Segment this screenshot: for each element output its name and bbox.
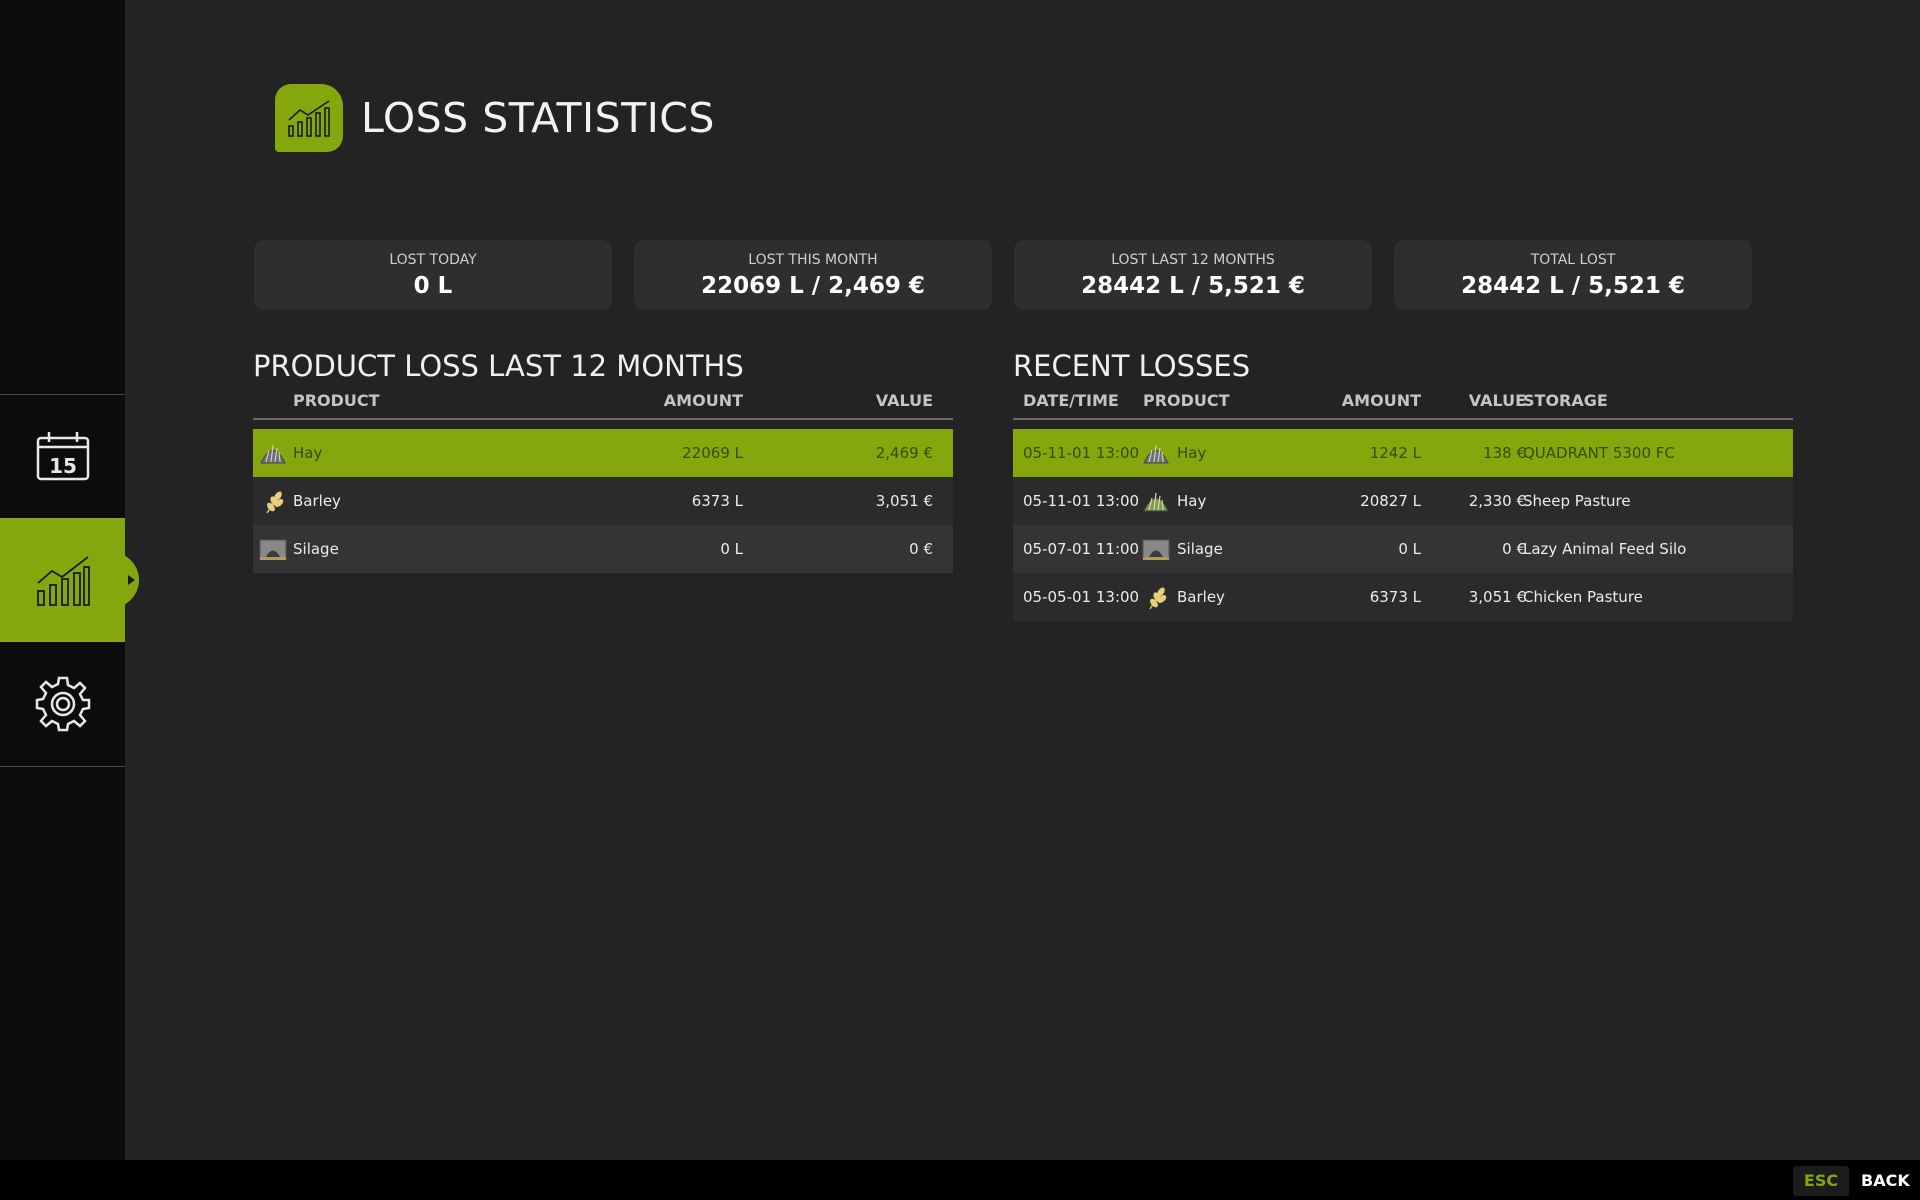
loss-product: Hay bbox=[1177, 492, 1207, 510]
loss-product: Silage bbox=[1177, 540, 1223, 558]
product-name: Hay bbox=[293, 444, 323, 462]
column-header-amount[interactable]: AMOUNT bbox=[663, 391, 743, 410]
table-row[interactable]: 05-05-01 13:00 Barley 6373 L 3,051 € Chi… bbox=[1013, 573, 1793, 621]
loss-product: Hay bbox=[1177, 444, 1207, 462]
loss-value: 0 € bbox=[1502, 540, 1526, 558]
table-row[interactable]: Hay 22069 L 2,469 € bbox=[253, 429, 953, 477]
loss-value: 138 € bbox=[1483, 444, 1526, 462]
calendar-day: 15 bbox=[49, 454, 77, 478]
table-row[interactable]: 05-11-01 13:00 Hay 1242 L 138 € QUADRANT… bbox=[1013, 429, 1793, 477]
loss-storage: Lazy Animal Feed Silo bbox=[1523, 540, 1687, 558]
footer-bar bbox=[0, 1160, 1920, 1200]
product-amount: 0 L bbox=[720, 540, 743, 558]
page-title-icon bbox=[275, 84, 343, 152]
loss-amount: 0 L bbox=[1398, 540, 1421, 558]
sidebar-item-settings[interactable] bbox=[0, 642, 125, 766]
loss-storage: Sheep Pasture bbox=[1523, 492, 1631, 510]
column-header-amount[interactable]: AMOUNT bbox=[1341, 391, 1421, 410]
sidebar-divider-bottom bbox=[0, 766, 125, 767]
column-header-product[interactable]: PRODUCT bbox=[1143, 391, 1230, 410]
stat-label: LOST THIS MONTH bbox=[748, 252, 878, 268]
stat-value: 0 L bbox=[413, 273, 453, 299]
gear-icon bbox=[35, 676, 90, 732]
bar-chart-icon bbox=[288, 100, 330, 137]
active-indicator-arrow bbox=[128, 575, 135, 585]
sidebar-divider-top bbox=[0, 394, 125, 395]
loss-datetime: 05-11-01 13:00 bbox=[1023, 492, 1140, 510]
stat-value: 28442 L / 5,521 € bbox=[1461, 273, 1685, 299]
product-loss-table: PRODUCT AMOUNT VALUE Hay 22069 L 2,469 €… bbox=[253, 384, 953, 573]
recent-losses-title: RECENT LOSSES bbox=[1013, 349, 1251, 383]
table-header: DATE/TIME PRODUCT AMOUNT VALUE STORAGE bbox=[1013, 384, 1793, 420]
column-header-datetime[interactable]: DATE/TIME bbox=[1023, 391, 1119, 410]
loss-storage: Chicken Pasture bbox=[1523, 588, 1643, 606]
hay-icon bbox=[1143, 444, 1169, 464]
loss-product: Barley bbox=[1177, 588, 1225, 606]
loss-datetime: 05-11-01 13:00 bbox=[1023, 444, 1140, 462]
column-header-value[interactable]: VALUE bbox=[875, 391, 933, 410]
stat-label: LOST TODAY bbox=[389, 252, 477, 268]
product-amount: 6373 L bbox=[691, 492, 743, 510]
loss-amount: 6373 L bbox=[1369, 588, 1421, 606]
calendar-icon: 15 bbox=[36, 432, 89, 481]
loss-value: 3,051 € bbox=[1468, 588, 1526, 606]
stat-label: TOTAL LOST bbox=[1530, 252, 1616, 268]
product-loss-title: PRODUCT LOSS LAST 12 MONTHS bbox=[253, 349, 744, 383]
barley-icon bbox=[266, 491, 284, 514]
back-button[interactable]: BACK bbox=[1861, 1171, 1910, 1190]
barley-icon bbox=[1149, 587, 1167, 610]
table-row[interactable]: Silage 0 L 0 € bbox=[253, 525, 953, 573]
stat-card-lost-last-12-months: LOST LAST 12 MONTHS 28442 L / 5,521 € bbox=[1014, 240, 1372, 310]
table-row[interactable]: 05-11-01 13:00 Hay 20827 L 2,330 € Sheep… bbox=[1013, 477, 1793, 525]
column-header-value[interactable]: VALUE bbox=[1468, 391, 1526, 410]
product-value: 3,051 € bbox=[875, 492, 933, 510]
loss-amount: 1242 L bbox=[1369, 444, 1421, 462]
product-name: Silage bbox=[293, 540, 339, 558]
column-header-product[interactable]: PRODUCT bbox=[293, 391, 380, 410]
table-header: PRODUCT AMOUNT VALUE bbox=[253, 384, 953, 420]
stat-card-lost-this-month: LOST THIS MONTH 22069 L / 2,469 € bbox=[634, 240, 992, 310]
recent-losses-table: DATE/TIME PRODUCT AMOUNT VALUE STORAGE 0… bbox=[1013, 384, 1793, 621]
stat-card-lost-today: LOST TODAY 0 L bbox=[254, 240, 612, 310]
loss-storage: QUADRANT 5300 FC bbox=[1523, 444, 1675, 462]
sidebar-item-statistics[interactable] bbox=[0, 518, 135, 642]
bar-chart-icon bbox=[36, 556, 90, 606]
silage-icon bbox=[1142, 539, 1170, 560]
silage-icon bbox=[259, 539, 287, 560]
hay-icon bbox=[1143, 492, 1169, 512]
stat-value: 22069 L / 2,469 € bbox=[701, 273, 925, 299]
product-name: Barley bbox=[293, 492, 341, 510]
sidebar: 15 bbox=[0, 0, 135, 1160]
stat-value: 28442 L / 5,521 € bbox=[1081, 273, 1305, 299]
hay-icon bbox=[260, 444, 286, 464]
product-amount: 22069 L bbox=[682, 444, 743, 462]
loss-value: 2,330 € bbox=[1468, 492, 1526, 510]
column-header-storage[interactable]: STORAGE bbox=[1523, 391, 1608, 410]
stat-label: LOST LAST 12 MONTHS bbox=[1111, 252, 1275, 268]
esc-key-hint[interactable]: ESC bbox=[1793, 1166, 1849, 1196]
product-value: 2,469 € bbox=[875, 444, 933, 462]
loss-amount: 20827 L bbox=[1360, 492, 1421, 510]
product-value: 0 € bbox=[909, 540, 933, 558]
table-row[interactable]: Barley 6373 L 3,051 € bbox=[253, 477, 953, 525]
sidebar-item-calendar[interactable]: 15 bbox=[0, 394, 125, 518]
loss-datetime: 05-05-01 13:00 bbox=[1023, 588, 1140, 606]
stat-card-total-lost: TOTAL LOST 28442 L / 5,521 € bbox=[1394, 240, 1752, 310]
loss-datetime: 05-07-01 11:00 bbox=[1023, 540, 1140, 558]
table-row[interactable]: 05-07-01 11:00 Silage 0 L 0 € Lazy Anima… bbox=[1013, 525, 1793, 573]
page-title: LOSS STATISTICS bbox=[361, 94, 715, 142]
